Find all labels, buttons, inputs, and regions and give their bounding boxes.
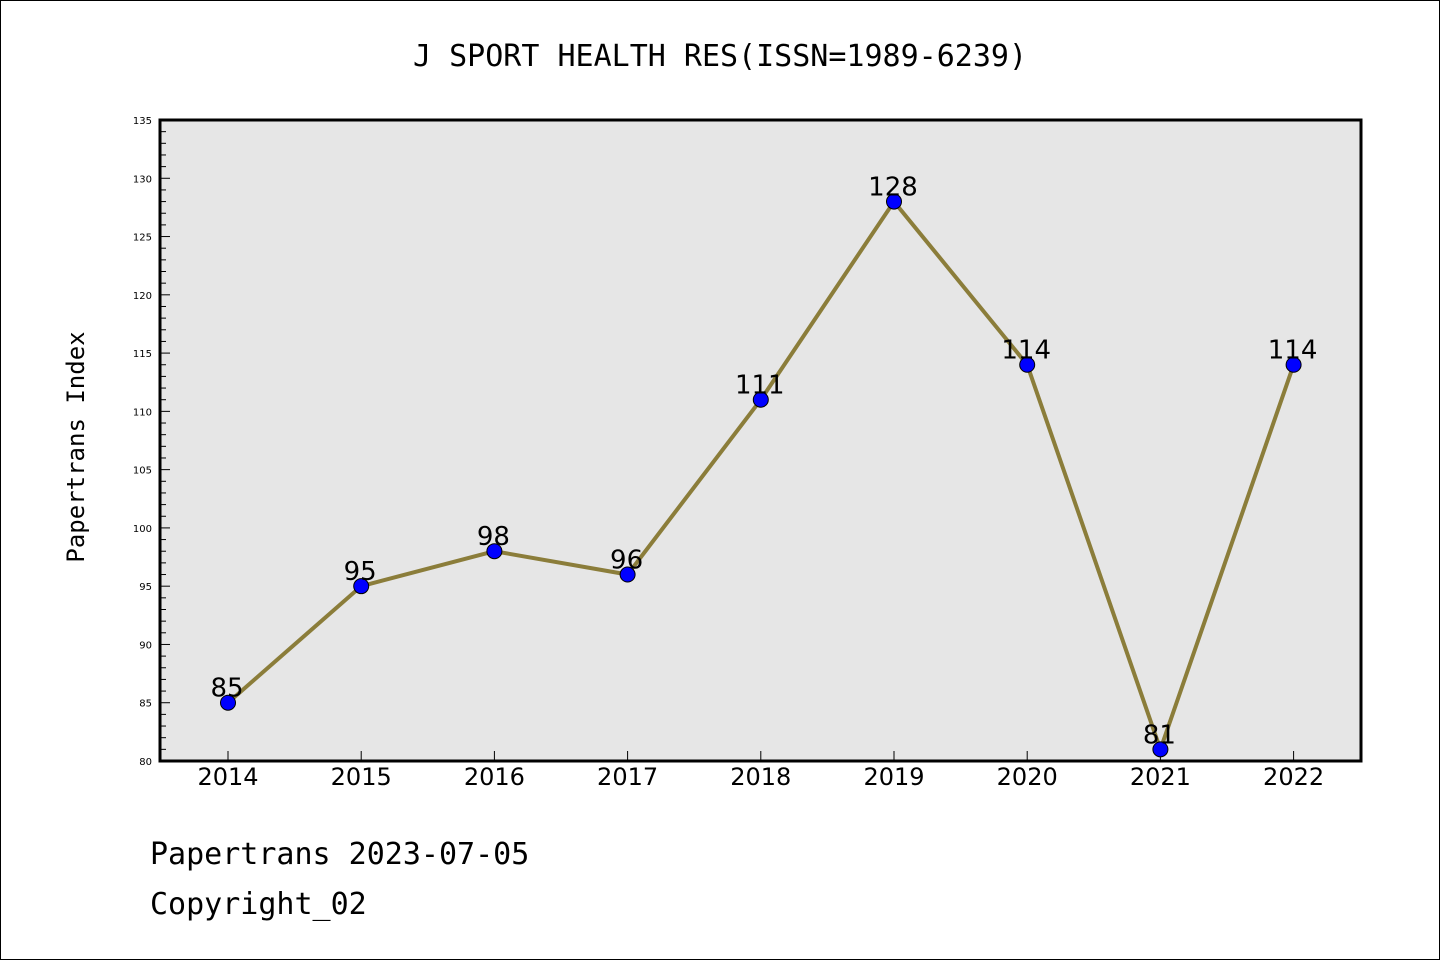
y-tick-label: 90 [139, 640, 152, 651]
y-tick-label: 100 [133, 524, 152, 535]
y-tick-label: 115 [133, 349, 152, 360]
footer-copyright: Copyright_02 [150, 887, 367, 922]
x-tick-label: 2017 [597, 763, 658, 791]
x-tick-label: 2020 [997, 763, 1058, 791]
data-label: 128 [868, 173, 918, 203]
data-label: 98 [477, 522, 510, 552]
x-tick-label: 2019 [863, 763, 924, 791]
data-point [1285, 356, 1302, 373]
data-point [886, 193, 902, 210]
data-point [1019, 356, 1036, 373]
data-point [619, 566, 636, 583]
data-label: 96 [610, 546, 643, 576]
footer-date: Papertrans 2023-07-05 [150, 837, 529, 872]
data-label: 111 [735, 371, 785, 401]
y-tick-label: 85 [139, 699, 152, 710]
y-tick-label: 130 [133, 174, 152, 185]
x-tick-label: 2015 [331, 763, 392, 791]
x-tick-label: 2016 [464, 763, 525, 791]
data-point [752, 391, 769, 408]
y-tick-label: 105 [133, 466, 152, 477]
x-tick-label: 2018 [730, 763, 791, 791]
x-tick-label: 2021 [1130, 763, 1191, 791]
y-tick-label: 135 [133, 116, 152, 127]
y-axis-ticks: 80 85 90 95 100 105 110 115 120 125 130 135 [133, 116, 170, 768]
y-tick-label: 110 [133, 407, 152, 418]
chart-title: J SPORT HEALTH RES(ISSN=1989-6239) [413, 39, 1027, 74]
data-point [1152, 741, 1169, 758]
plot-area [158, 118, 1363, 763]
y-tick-label: 95 [139, 582, 152, 593]
data-label: 85 [210, 674, 243, 704]
x-tick-label: 2022 [1263, 763, 1324, 791]
x-tick-label: 2014 [197, 763, 258, 791]
data-label: 114 [1268, 336, 1318, 366]
y-tick-label: 80 [139, 757, 152, 768]
data-point [486, 543, 503, 560]
x-axis-ticks: 2014 2015 2016 2017 2018 2019 2020 2021 2022 [197, 751, 1324, 791]
data-label: 81 [1143, 720, 1176, 750]
y-axis-label: Papertrans Index [62, 331, 90, 562]
data-point [353, 578, 370, 595]
data-point [220, 694, 236, 711]
data-label: 95 [344, 557, 377, 587]
y-tick-label: 125 [133, 233, 152, 244]
data-labels-group: 85 95 98 96 111 128 114 81 114 [210, 173, 1317, 751]
data-label: 114 [1001, 336, 1051, 366]
y-tick-label: 120 [133, 291, 152, 302]
data-points-group [220, 193, 1302, 758]
